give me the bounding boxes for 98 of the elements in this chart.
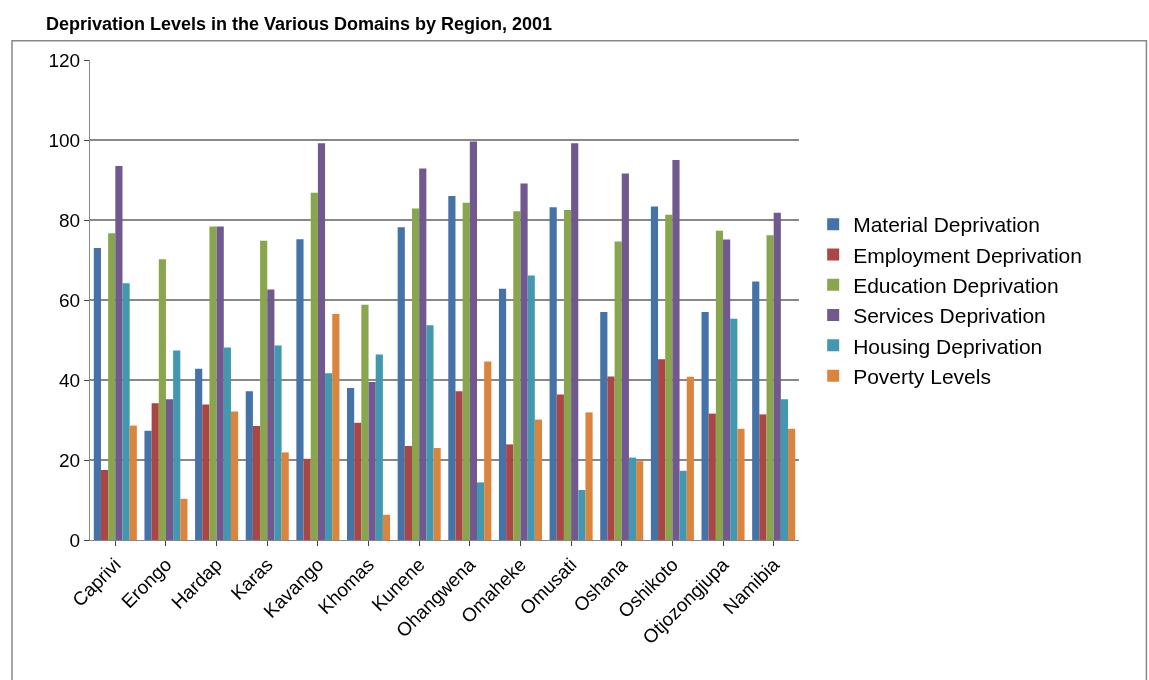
- bar: [701, 312, 709, 540]
- bar: [469, 141, 477, 540]
- bar: [419, 168, 427, 540]
- bar: [571, 143, 579, 540]
- bar: [267, 289, 275, 540]
- bar: [158, 259, 166, 540]
- bar: [665, 214, 673, 540]
- bar: [397, 227, 405, 540]
- bar: [404, 446, 412, 540]
- bar: [426, 325, 434, 540]
- y-tick-label: 60: [59, 289, 81, 311]
- bar: [621, 173, 629, 540]
- bar: [180, 498, 188, 540]
- bar: [195, 368, 203, 540]
- bar: [585, 412, 593, 540]
- bar: [520, 183, 528, 540]
- bar: [527, 275, 535, 540]
- bar: [658, 359, 666, 540]
- bar: [223, 347, 231, 540]
- bar: [332, 314, 340, 540]
- bar: [788, 428, 796, 540]
- bar: [477, 482, 485, 540]
- bar: [723, 239, 731, 540]
- chart-title: Deprivation Levels in the Various Domains by Region, 2001: [45, 13, 553, 34]
- bar: [462, 202, 470, 540]
- bar: [614, 241, 622, 540]
- bar: [209, 226, 217, 540]
- bar: [730, 318, 738, 540]
- bar: [534, 419, 542, 540]
- legend-label: Material Deprivation: [853, 213, 1040, 237]
- legend-label: Education Deprivation: [853, 273, 1059, 297]
- bar: [216, 226, 224, 540]
- bar: [165, 399, 174, 540]
- bar: [506, 444, 514, 540]
- bar: [563, 210, 572, 540]
- y-tick-label: 20: [59, 449, 81, 471]
- bar: [347, 388, 355, 540]
- bar: [578, 490, 586, 540]
- bar: [455, 391, 463, 540]
- bar: [281, 452, 289, 540]
- bar: [715, 230, 724, 540]
- bar: [628, 457, 637, 540]
- bar: [513, 211, 521, 540]
- y-tick-label: 0: [69, 529, 81, 551]
- bar: [556, 394, 564, 540]
- bar: [549, 207, 557, 540]
- bar: [310, 192, 318, 540]
- bar: [448, 196, 456, 540]
- bar: [766, 235, 774, 540]
- bar: [325, 373, 333, 540]
- bar: [260, 240, 268, 540]
- bar: [144, 430, 152, 540]
- y-tick-label: 80: [59, 209, 81, 231]
- bar: [245, 391, 253, 540]
- bar: [498, 288, 507, 540]
- bar: [708, 413, 716, 540]
- bar: [679, 470, 687, 540]
- bar: [202, 404, 210, 540]
- bar: [252, 426, 261, 540]
- bar: [303, 458, 311, 540]
- legend-label: Services Deprivation: [853, 304, 1046, 328]
- bar: [151, 403, 159, 540]
- bar: [780, 399, 789, 540]
- bar: [484, 361, 492, 540]
- y-tick-label: 40: [59, 369, 81, 391]
- bar: [122, 283, 130, 540]
- bar: [93, 248, 101, 540]
- bar: [361, 304, 369, 540]
- bar: [129, 425, 137, 540]
- bar: [368, 382, 376, 540]
- bar: [354, 422, 362, 540]
- bar: [686, 376, 694, 540]
- legend-label: Employment Deprivation: [853, 243, 1082, 267]
- bar: [600, 312, 608, 540]
- bar: [382, 514, 391, 540]
- bar: [433, 448, 441, 540]
- bar: [737, 428, 745, 540]
- bar: [108, 233, 116, 540]
- bar: [173, 350, 181, 540]
- bar: [274, 345, 282, 540]
- bar: [412, 208, 420, 540]
- bar: [650, 206, 659, 540]
- bar: [752, 281, 760, 540]
- bar: [375, 354, 383, 540]
- legend-label: Poverty Levels: [853, 364, 991, 388]
- bar: [317, 143, 326, 540]
- bar: [636, 461, 644, 540]
- bar: [296, 239, 304, 540]
- bar: [672, 160, 680, 540]
- bar: [115, 166, 123, 540]
- bar: [759, 414, 767, 540]
- legend-label: Housing Deprivation: [853, 334, 1043, 358]
- y-tick-label: 120: [48, 49, 81, 71]
- y-tick-label: 100: [48, 129, 81, 151]
- bar: [100, 470, 109, 540]
- bar: [607, 376, 615, 540]
- bar: [773, 212, 781, 540]
- bar: [230, 411, 239, 540]
